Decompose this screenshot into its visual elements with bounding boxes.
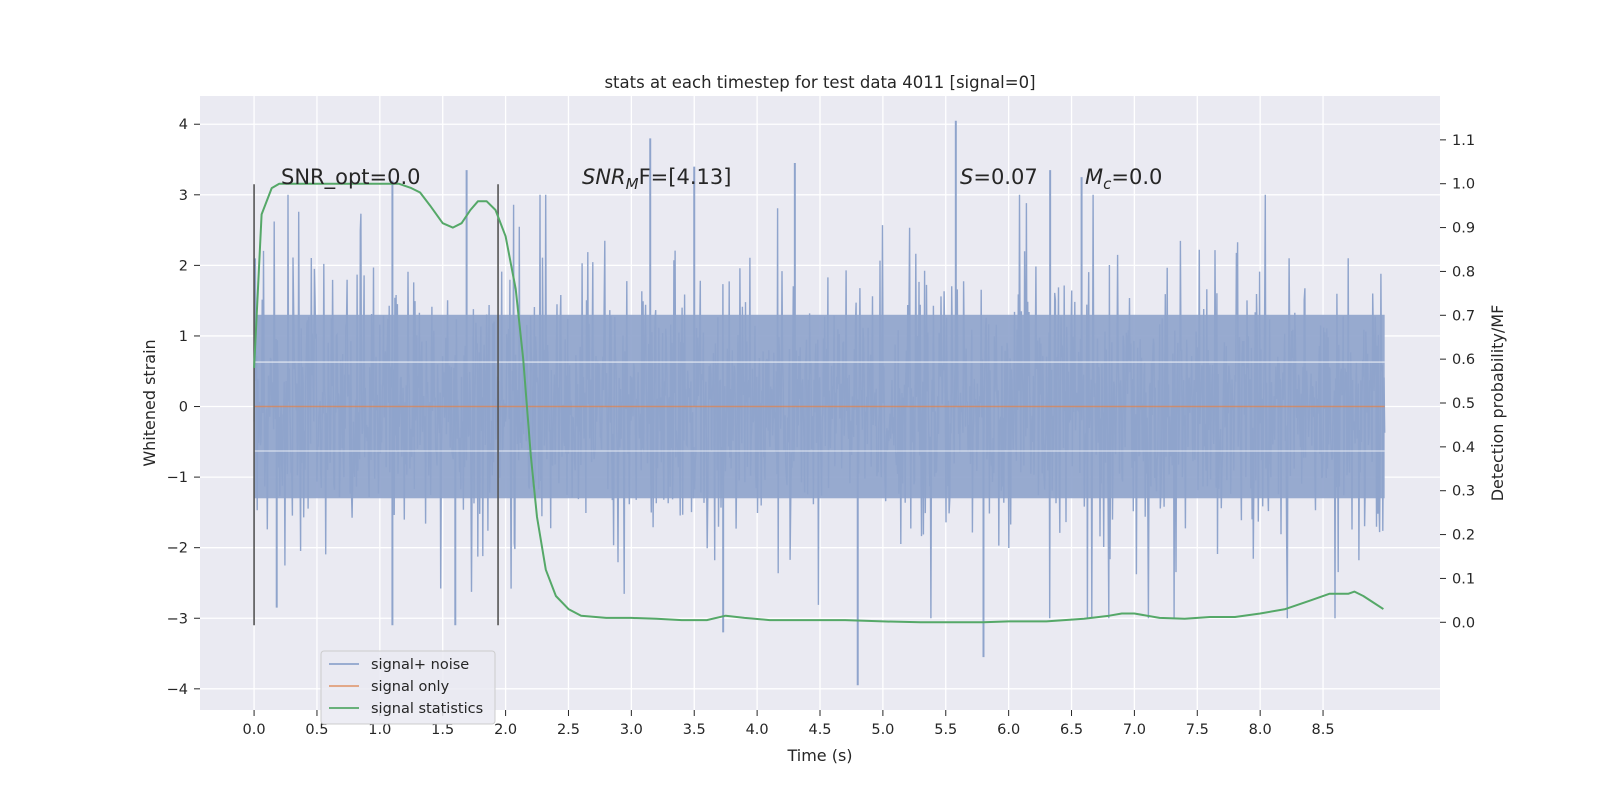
y-left-tick-label: 3 [179, 188, 188, 204]
x-tick-label: 7.0 [1123, 722, 1146, 738]
x-tick-label: 3.5 [683, 722, 706, 738]
x-tick-label: 4.5 [808, 722, 831, 738]
x-axis-label: Time (s) [786, 746, 852, 765]
legend-label-noise: signal+ noise [371, 657, 469, 673]
y-left-tick-label: 2 [179, 258, 188, 274]
x-tick-label: 6.5 [1060, 722, 1083, 738]
annotations: SNR_opt=0.0 SNRMF=[4.13] S=0.07 Mc=0.0 [281, 165, 1162, 193]
chart-title: stats at each timestep for test data 401… [604, 73, 1035, 92]
y-axis-label-right: Detection probability/MF [1488, 305, 1507, 502]
legend-box [320, 650, 496, 725]
y-right-tick-label: 0.5 [1452, 396, 1475, 412]
x-tick-label: 8.0 [1249, 722, 1272, 738]
x-tick-label: 3.0 [620, 722, 643, 738]
series-lines [253, 182, 1385, 626]
y-left-tick-label: −1 [167, 470, 188, 486]
x-tick-label: 4.0 [746, 722, 769, 738]
y-left-tick-label: 0 [179, 400, 188, 416]
x-tick-label: 2.0 [494, 722, 517, 738]
snr-mf-annotation: SNRMF=[4.13] [582, 165, 731, 193]
y-left-tick-label: −4 [167, 682, 188, 698]
x-tick-label: 6.0 [997, 722, 1020, 738]
y-left-tick-label: −2 [167, 541, 188, 557]
x-tick-label: 1.5 [431, 722, 454, 738]
y-right-tick-label: 0.1 [1452, 571, 1475, 587]
y-right-tick-label: 0.9 [1452, 221, 1475, 237]
x-tick-label: 5.0 [871, 722, 894, 738]
x-tick-label: 8.5 [1312, 722, 1335, 738]
x-tick-label: 2.5 [557, 722, 580, 738]
legend-label-signal: signal only [371, 679, 450, 695]
axis-ticks: 0.0 0.5 1.0 1.5 2.0 2.5 3.0 3.5 4.0 4.5 5.0 5.5 6.0 6… [167, 117, 1475, 738]
y-axis-label-left: Whitened strain [140, 339, 159, 466]
y-right-tick-label: 1.1 [1452, 133, 1475, 149]
s-annotation: S=0.07 [960, 165, 1038, 189]
y-right-tick-label: 0.4 [1452, 440, 1475, 456]
y-right-tick-label: 0.7 [1452, 308, 1475, 324]
legend-label-stats: signal statistics [371, 701, 483, 717]
y-right-tick-label: 0.6 [1452, 352, 1475, 368]
y-left-tick-label: 1 [179, 329, 188, 345]
signal-statistics-line [253, 182, 1384, 624]
y-right-tick-label: 0.8 [1452, 264, 1475, 280]
y-right-tick-label: 0.3 [1452, 484, 1475, 500]
snr-opt-annotation: SNR_opt=0.0 [281, 165, 421, 190]
y-right-tick-label: 1.0 [1452, 177, 1475, 193]
x-tick-label: 0.5 [305, 722, 328, 738]
x-tick-label: 1.0 [368, 722, 391, 738]
y-right-tick-label: 0.0 [1452, 615, 1475, 631]
y-left-tick-label: 4 [179, 117, 188, 133]
mc-annotation: Mc=0.0 [1085, 165, 1162, 193]
y-left-tick-label: −3 [167, 611, 188, 627]
legend: signal+ noise signal only signal statist… [320, 650, 496, 725]
x-tick-label: 7.5 [1186, 722, 1209, 738]
y-right-tick-label: 0.2 [1452, 528, 1475, 544]
x-tick-label: 5.5 [934, 722, 957, 738]
x-tick-label: 0.0 [243, 722, 266, 738]
